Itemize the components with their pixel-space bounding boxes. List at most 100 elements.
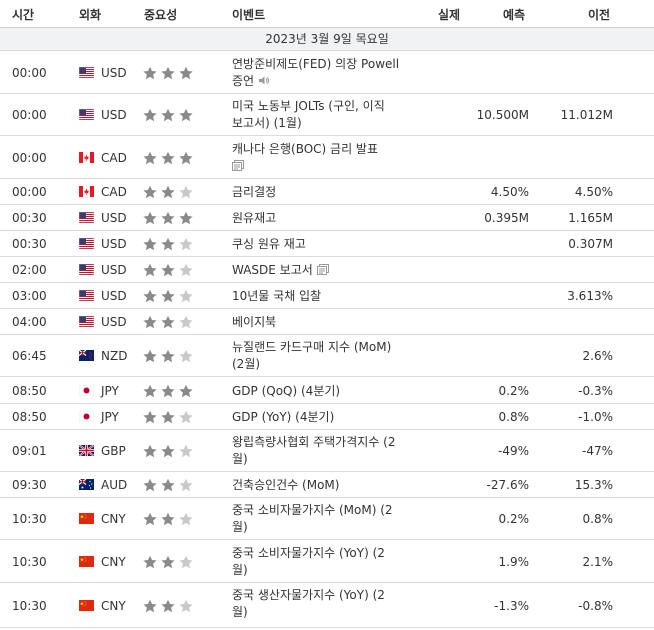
table-row[interactable]: 03:00 USD 10년물 국채 입찰 3.613% xyxy=(0,283,654,309)
date-band: 2023년 3월 9일 목요일 xyxy=(0,28,654,51)
importance-stars xyxy=(142,599,196,613)
row-currency: JPY xyxy=(101,384,119,398)
table-row[interactable]: 09:01 GBP 왕립측량사협회 주택가격지수 (2 월) -49% -47% xyxy=(0,430,654,472)
header-previous: 이전 xyxy=(588,8,611,22)
table-row[interactable]: 10:30 CNY 중국 생산자물가지수 (YoY) (2 월) -1.3% -0.8% xyxy=(0,583,654,628)
event-line: 보고서) (1월) xyxy=(232,115,422,132)
event-name[interactable]: 중국 생산자물가지수 (YoY) (2 월) xyxy=(232,587,422,621)
importance-stars xyxy=(142,410,196,424)
event-line: 월) xyxy=(232,562,422,579)
row-previous: 4.50% xyxy=(574,185,613,199)
table-header: 시간 외화 중요성 이벤트 실제 예측 이전 xyxy=(0,0,654,28)
event-text: 중국 생산자물가지수 (YoY) (2 xyxy=(232,588,385,602)
event-name[interactable]: 캐나다 은행(BOC) 금리 발표 xyxy=(232,141,422,175)
table-row[interactable]: 04:00 USD 베이지북 xyxy=(0,309,654,335)
event-line: 캐나다 은행(BOC) 금리 발표 xyxy=(232,141,422,158)
us-flag-icon xyxy=(78,211,95,224)
event-line: 왕립측량사협회 주택가격지수 (2 xyxy=(232,434,422,451)
event-line xyxy=(232,158,422,175)
event-name[interactable]: 쿠싱 원유 재고 xyxy=(232,236,422,253)
row-currency: USD xyxy=(101,108,127,122)
row-currency: CAD xyxy=(101,185,127,199)
event-text: 중국 소비자물가지수 (MoM) (2 xyxy=(232,503,393,517)
event-name[interactable]: 왕립측량사협회 주택가격지수 (2 월) xyxy=(232,434,422,468)
table-row[interactable]: 00:30 USD 쿠싱 원유 재고 0.307M xyxy=(0,231,654,257)
event-text: 증언 xyxy=(232,74,255,88)
cn-flag-icon xyxy=(79,513,94,524)
importance-stars xyxy=(142,555,196,569)
event-line: (2월) xyxy=(232,356,422,373)
speaker-icon[interactable] xyxy=(254,74,270,88)
event-name[interactable]: GDP (YoY) (4분기) xyxy=(232,409,422,426)
document-icon[interactable] xyxy=(313,263,329,277)
row-time: 08:50 xyxy=(12,384,47,398)
table-row[interactable]: 06:45 NZD 뉴질랜드 카드구매 지수 (MoM) (2월) 2.6% xyxy=(0,335,654,377)
table-row[interactable]: 00:00 CAD 금리결정 4.50% 4.50% xyxy=(0,179,654,205)
event-line: 금리결정 xyxy=(232,184,422,201)
event-name[interactable]: 10년물 국채 입찰 xyxy=(232,288,422,305)
importance-stars xyxy=(142,151,196,165)
au-flag-icon xyxy=(78,478,94,490)
row-previous: 11.012M xyxy=(560,108,613,122)
jp-flag-icon xyxy=(78,410,95,423)
row-time: 00:30 xyxy=(12,211,47,225)
ca-flag-icon xyxy=(79,186,94,197)
table-row[interactable]: 00:00 CAD 캐나다 은행(BOC) 금리 발표 xyxy=(0,137,654,179)
event-line: 10년물 국채 입찰 xyxy=(232,288,422,305)
cn-flag-icon xyxy=(79,556,94,567)
row-time: 10:30 xyxy=(12,599,47,613)
event-name[interactable]: 원유재고 xyxy=(232,210,422,227)
row-forecast: 4.50% xyxy=(490,185,529,199)
event-line: 월) xyxy=(232,604,422,621)
event-line: 증언 xyxy=(232,73,422,90)
header-importance: 중요성 xyxy=(144,8,178,22)
row-currency: CAD xyxy=(101,151,127,165)
event-text: 뉴질랜드 카드구매 지수 (MoM) xyxy=(232,340,392,354)
table-row[interactable]: 09:30 AUD 건축승인건수 (MoM) -27.6% 15.3% xyxy=(0,472,654,498)
row-currency: USD xyxy=(101,289,127,303)
importance-stars xyxy=(142,66,196,80)
us-flag-icon xyxy=(78,263,95,276)
event-line: 원유재고 xyxy=(232,210,422,227)
gb-flag-icon xyxy=(78,444,95,457)
event-name[interactable]: 중국 소비자물가지수 (MoM) (2 월) xyxy=(232,502,422,536)
row-currency: CNY xyxy=(101,599,126,613)
event-name[interactable]: 중국 소비자물가지수 (YoY) (2 월) xyxy=(232,545,422,579)
row-forecast: 0.8% xyxy=(498,410,530,424)
row-previous: 3.613% xyxy=(567,289,613,303)
table-row[interactable]: 00:30 USD 원유재고 0.395M 1.165M xyxy=(0,205,654,231)
event-name[interactable]: 미국 노동부 JOLTs (구인, 이직 보고서) (1월) xyxy=(232,98,422,132)
event-name[interactable]: GDP (QoQ) (4분기) xyxy=(232,383,422,400)
event-text: GDP (YoY) (4분기) xyxy=(232,410,335,424)
row-currency: CNY xyxy=(101,512,126,526)
event-line: WASDE 보고서 xyxy=(232,262,422,279)
event-name[interactable]: 건축승인건수 (MoM) xyxy=(232,477,422,494)
event-text: 월) xyxy=(232,520,248,534)
event-text: (2월) xyxy=(232,357,261,371)
table-row[interactable]: 10:30 CNY 중국 소비자물가지수 (MoM) (2 월) 0.2% 0.8% xyxy=(0,498,654,540)
row-currency: USD xyxy=(101,315,127,329)
row-previous: -0.3% xyxy=(578,384,613,398)
table-row[interactable]: 00:00 USD 미국 노동부 JOLTs (구인, 이직 보고서) (1월) 10.… xyxy=(0,94,654,136)
event-name[interactable]: WASDE 보고서 xyxy=(232,262,422,279)
event-name[interactable]: 뉴질랜드 카드구매 지수 (MoM) (2월) xyxy=(232,339,422,373)
event-name[interactable]: 연방준비제도(FED) 의장 Powell 증언 xyxy=(232,56,422,90)
table-row[interactable]: 08:50 JPY GDP (YoY) (4분기) 0.8% -1.0% xyxy=(0,404,654,430)
event-name[interactable]: 베이지북 xyxy=(232,314,422,331)
table-row[interactable]: 00:00 USD 연방준비제도(FED) 의장 Powell 증언 xyxy=(0,52,654,94)
event-text: 월) xyxy=(232,605,248,619)
row-time: 00:00 xyxy=(12,108,47,122)
event-text: 중국 소비자물가지수 (YoY) (2 xyxy=(232,546,385,560)
header-time: 시간 xyxy=(12,8,35,22)
table-row[interactable]: 10:30 CNY 중국 소비자물가지수 (YoY) (2 월) 1.9% 2.1% xyxy=(0,541,654,583)
event-name[interactable]: 금리결정 xyxy=(232,184,422,201)
event-text: 금리결정 xyxy=(232,185,277,199)
event-line: 중국 소비자물가지수 (YoY) (2 xyxy=(232,545,422,562)
event-text: 캐나다 은행(BOC) 금리 발표 xyxy=(232,142,379,156)
event-line: 베이지북 xyxy=(232,314,422,331)
table-row[interactable]: 02:00 USD WASDE 보고서 xyxy=(0,257,654,283)
row-currency: AUD xyxy=(101,478,128,492)
document-icon[interactable] xyxy=(228,159,244,173)
event-line: GDP (YoY) (4분기) xyxy=(232,409,422,426)
table-row[interactable]: 08:50 JPY GDP (QoQ) (4분기) 0.2% -0.3% xyxy=(0,378,654,404)
